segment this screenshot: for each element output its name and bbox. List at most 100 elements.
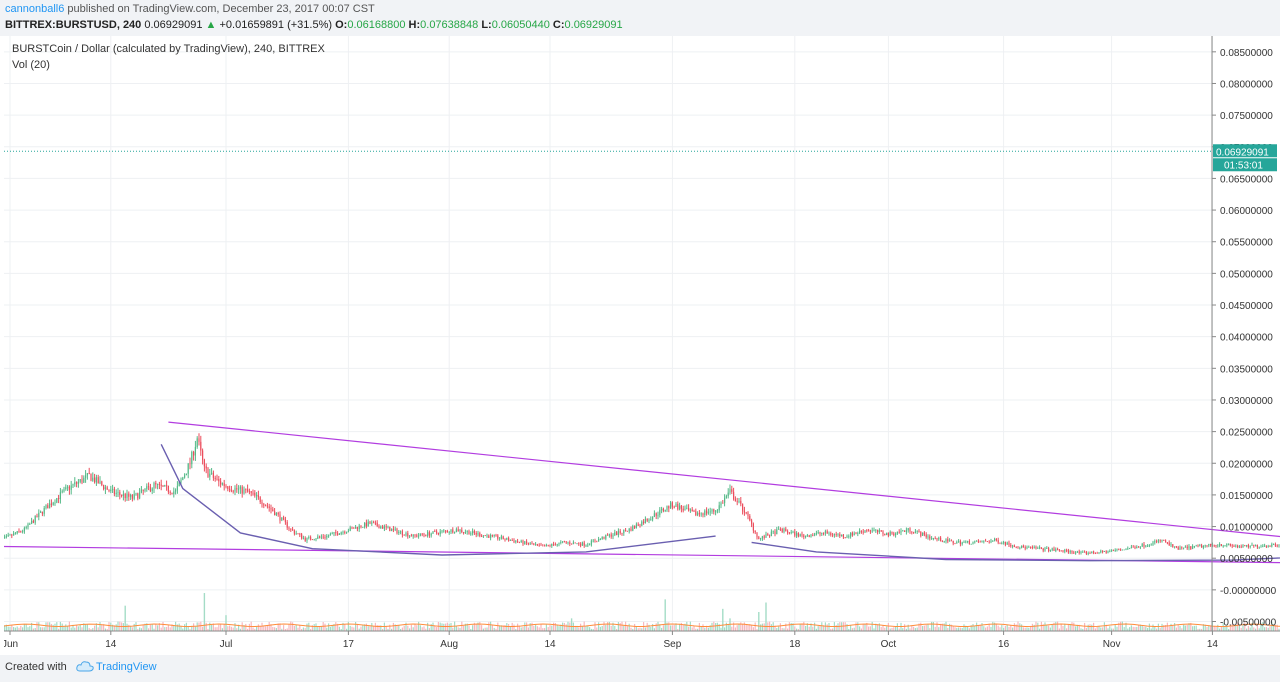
volume-bar <box>756 629 758 631</box>
volume-bar <box>1073 622 1075 631</box>
price-chart[interactable]: (i)(ii)(iii)(iv)(v) 0.085000000.08000000… <box>0 36 1280 655</box>
volume-bar <box>1201 628 1203 631</box>
candle-body <box>97 477 99 484</box>
time-axis[interactable]: Jun14Jul17Aug14Sep18Oct16Nov14Dec1820181… <box>2 631 1280 650</box>
candle-body <box>1003 542 1005 544</box>
volume-bar <box>1163 625 1165 631</box>
volume-bar <box>1228 629 1230 631</box>
volume-bar <box>86 624 88 631</box>
candle-body <box>963 541 965 543</box>
volume-bar <box>14 627 16 631</box>
candle-body <box>302 537 304 539</box>
volume-bar <box>952 626 954 631</box>
candle-body <box>790 532 792 534</box>
volume-bar <box>346 628 348 631</box>
volume-bar <box>1264 627 1266 631</box>
volume-bar <box>797 629 799 631</box>
volume-bar <box>905 628 907 631</box>
volume-bar <box>1136 626 1138 631</box>
candle-body <box>7 535 9 537</box>
candle-body <box>203 459 205 467</box>
candle-body <box>819 532 821 534</box>
candle-body <box>1013 545 1015 548</box>
candle-body <box>799 534 801 537</box>
volume-bar <box>95 623 97 631</box>
candle-body <box>868 530 870 532</box>
volume-bar <box>176 624 178 631</box>
candle-body <box>932 537 934 539</box>
candle-body <box>810 535 812 538</box>
candle-body <box>745 512 747 514</box>
candle-body <box>50 503 52 505</box>
volume-bar <box>715 623 717 631</box>
volume-bar <box>968 628 970 631</box>
volume-bar <box>607 622 609 631</box>
volume-bar <box>103 624 105 631</box>
candle-body <box>209 473 211 477</box>
candle-body <box>284 519 286 523</box>
candle-body <box>1035 546 1037 549</box>
volume-bar <box>1262 622 1264 631</box>
candle-body <box>1222 545 1224 547</box>
author-link[interactable]: cannonball6 <box>5 3 65 15</box>
volume-bar <box>1156 628 1158 631</box>
chart-area[interactable]: (i)(ii)(iii)(iv)(v) 0.085000000.08000000… <box>0 36 1280 666</box>
volume-bar <box>243 625 245 631</box>
volume-bar <box>644 627 646 631</box>
candle-body <box>981 541 983 543</box>
candle-body <box>378 525 380 529</box>
volume-bar <box>1013 623 1015 631</box>
candle-body <box>11 534 13 536</box>
tradingview-link[interactable]: TradingView <box>96 661 157 673</box>
low-value: 0.06050440 <box>491 19 550 31</box>
price-axis[interactable]: 0.085000000.080000000.075000000.07000000… <box>1212 48 1277 629</box>
volume-bar <box>999 627 1001 631</box>
volume-bar <box>9 626 11 631</box>
candle-body <box>1206 545 1208 547</box>
volume-bar <box>947 627 949 631</box>
candle-body <box>547 544 549 546</box>
volume-bar <box>587 625 589 631</box>
volume-bar <box>1199 628 1201 631</box>
candle-body <box>1188 546 1190 549</box>
candle-body <box>4 536 6 539</box>
volume-bar <box>88 628 90 631</box>
candle-body <box>904 530 906 532</box>
volume-bar <box>578 627 580 631</box>
volume-bar <box>1058 628 1060 631</box>
volume-bar <box>1253 627 1255 631</box>
candle-body <box>652 516 654 520</box>
candle-body <box>992 540 994 542</box>
candle-body <box>448 532 450 533</box>
candle-body <box>698 513 700 515</box>
volume-bar <box>709 625 711 631</box>
candle-body <box>45 505 47 508</box>
volume-bar <box>1125 622 1127 631</box>
volume-bar <box>319 626 321 631</box>
candle-body <box>1037 547 1039 549</box>
candle-body <box>668 506 670 509</box>
candle-body <box>1111 550 1113 552</box>
volume-bar <box>466 623 468 631</box>
candle-body <box>1039 547 1041 549</box>
candle-body <box>437 532 439 535</box>
volume-bar <box>873 628 875 631</box>
volume-bar <box>1249 627 1251 631</box>
volume-bar <box>958 627 960 631</box>
candle-body <box>445 530 447 532</box>
chart-header: cannonball6 published on TradingView.com… <box>0 0 1280 36</box>
volume-bar <box>23 624 25 631</box>
candle-body <box>396 528 398 534</box>
volume-bar <box>169 627 171 631</box>
candle-body <box>1109 551 1111 552</box>
volume-bar <box>558 626 560 631</box>
candle-body <box>673 506 675 508</box>
volume-bar <box>166 626 168 631</box>
candle-body <box>452 529 454 533</box>
candle-body <box>18 531 20 532</box>
candle-body <box>554 544 556 546</box>
volume-bar <box>661 627 663 631</box>
candle-body <box>166 485 168 486</box>
volume-bar <box>427 622 429 631</box>
volume-bar <box>4 625 6 631</box>
